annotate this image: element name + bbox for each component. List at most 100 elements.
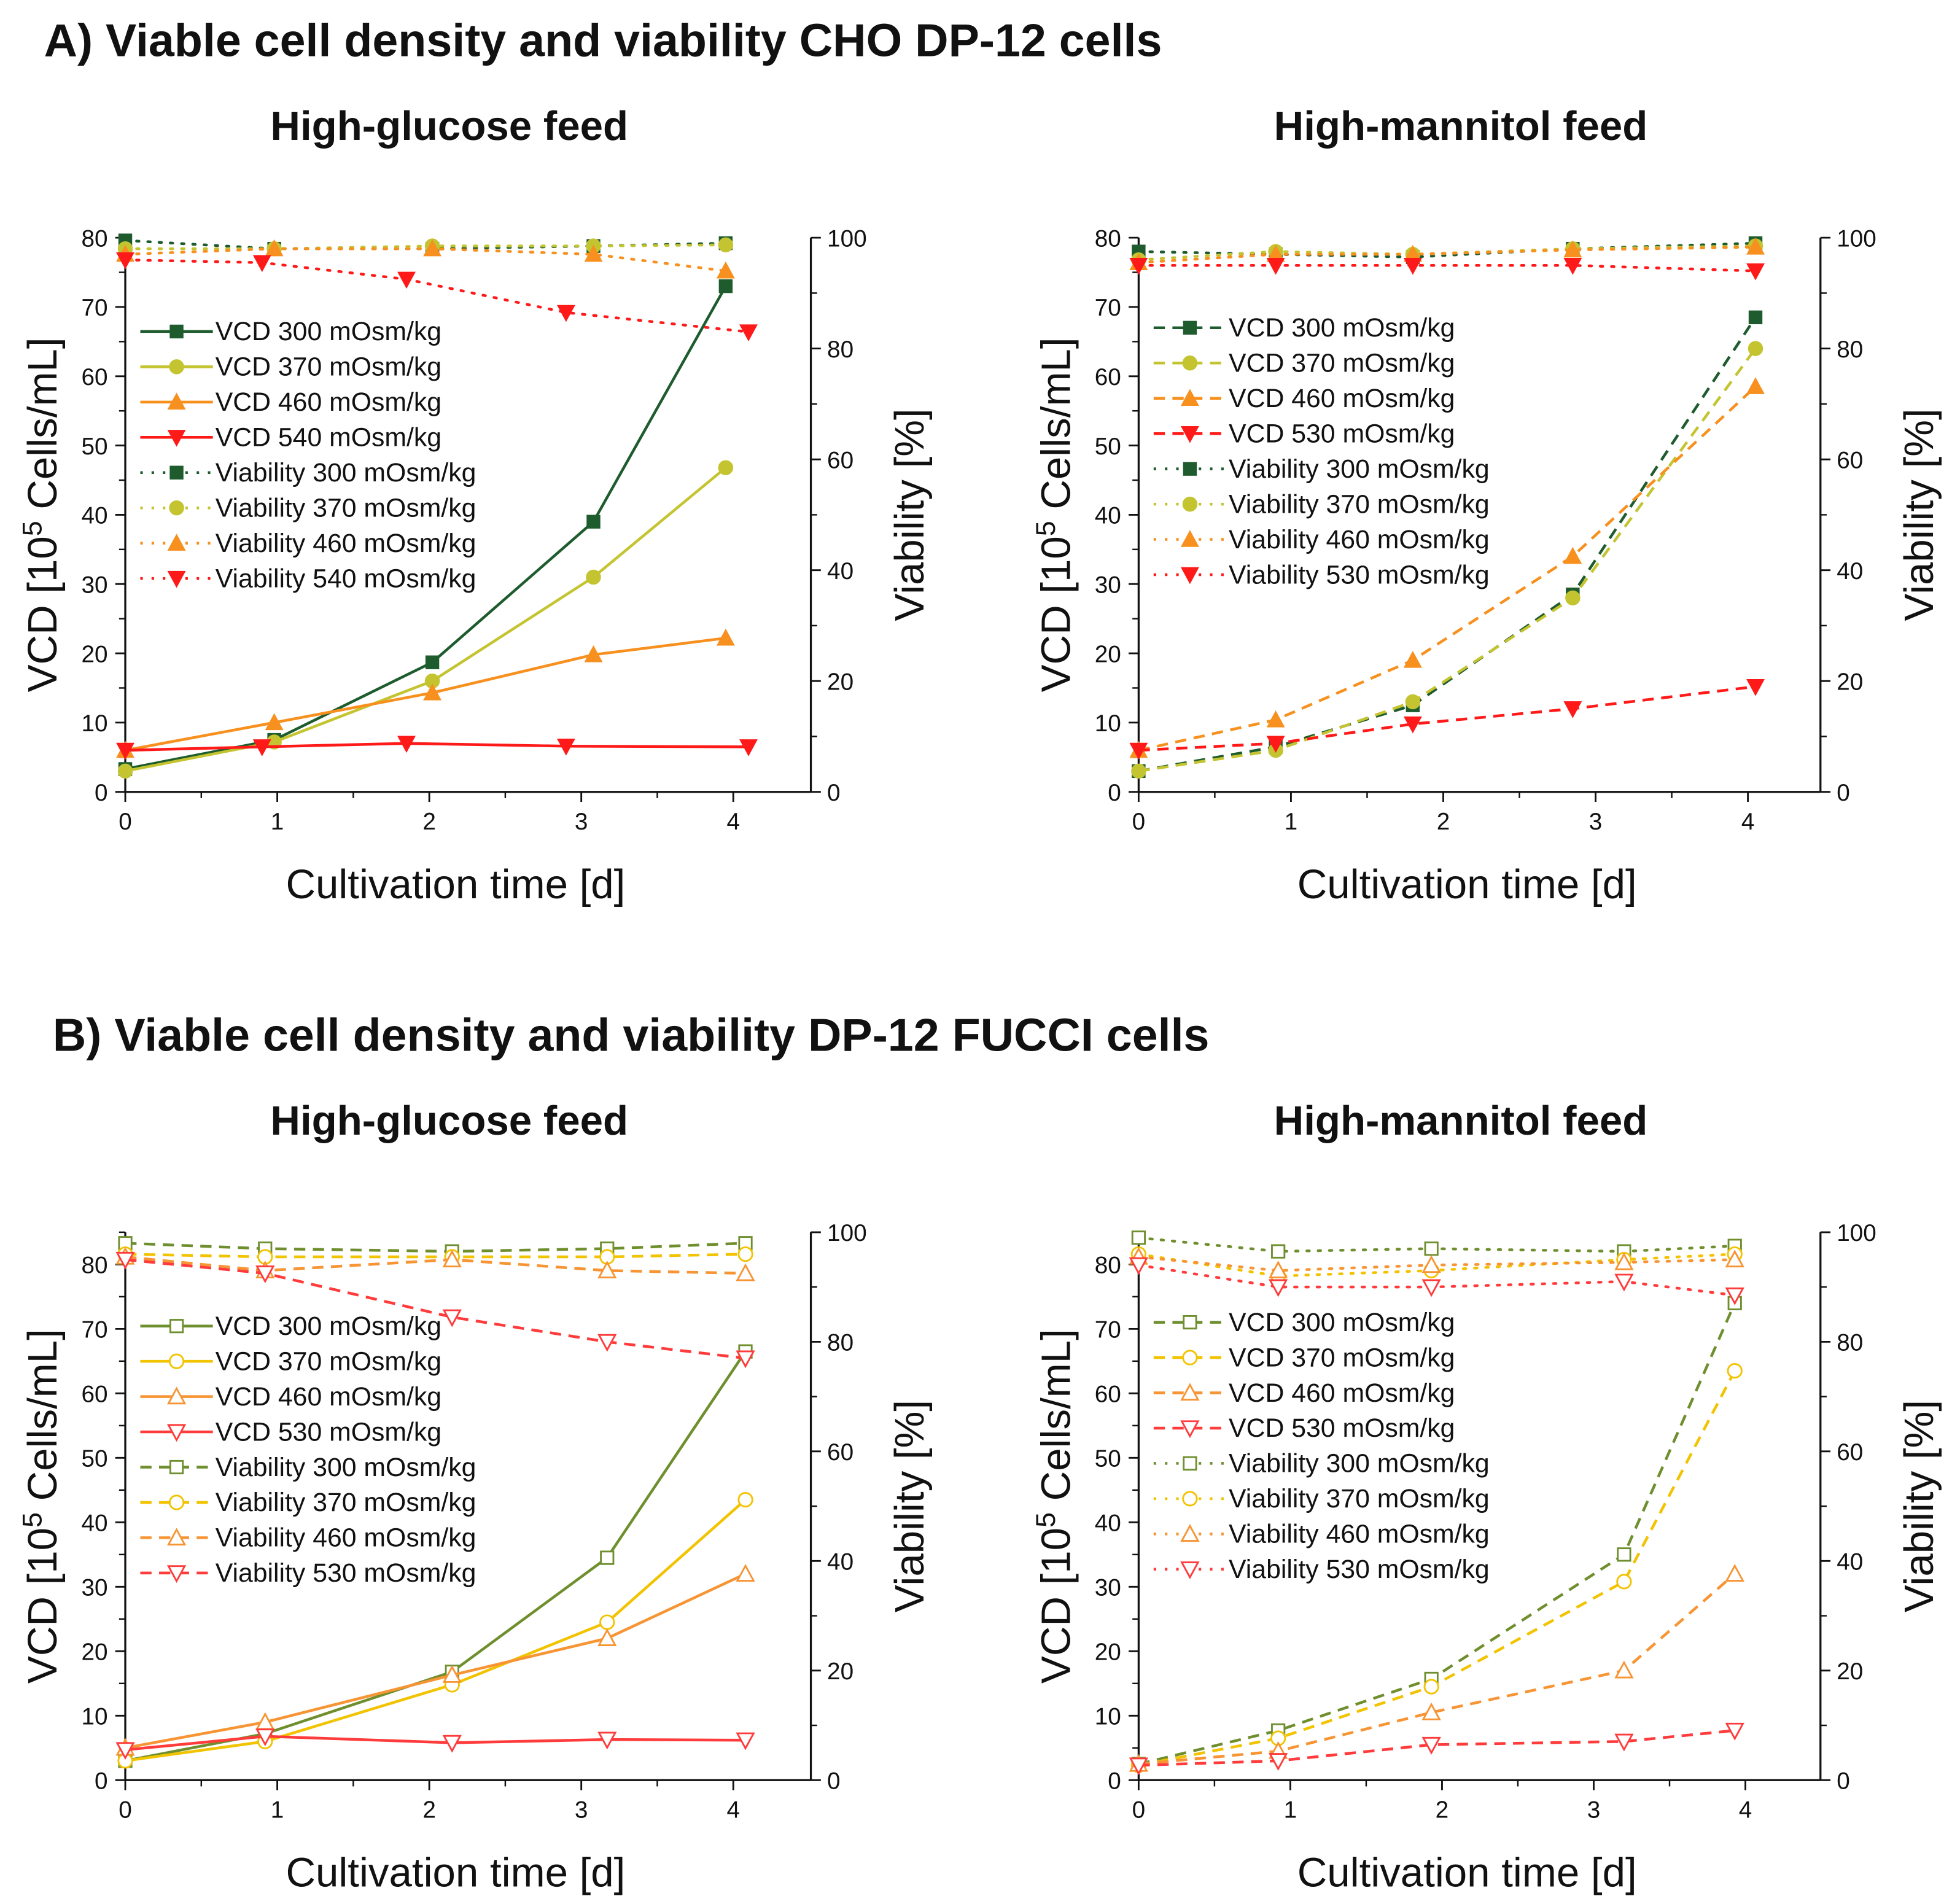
data-point: [1129, 258, 1148, 275]
legend-label: Viability 370 mOsm/kg: [216, 493, 476, 523]
data-point: [423, 683, 442, 701]
x-tick-label: 1: [1284, 1797, 1297, 1823]
legend-label: Viability 300 mOsm/kg: [1229, 1449, 1490, 1479]
series-viability-370-mosm-kg: [1131, 238, 1763, 268]
y-tick-label: 80: [81, 1253, 107, 1279]
data-point: [1563, 258, 1582, 275]
legend-label: Viability 300 mOsm/kg: [1229, 454, 1490, 484]
y2-tick-label: 40: [827, 558, 854, 585]
data-point: [1565, 590, 1581, 606]
legend-marker: [167, 430, 186, 447]
legend-marker: [169, 359, 184, 375]
legend-entry: Viability 370 mOsm/kg: [1153, 489, 1490, 519]
series-viability-300-mosm-kg: [1132, 236, 1763, 264]
series-vcd-530-mosm-kg: [115, 1728, 755, 1760]
legend-marker: [167, 392, 186, 410]
y-tick-label: 20: [1095, 1639, 1121, 1666]
legend-label: VCD 530 mOsm/kg: [216, 1417, 441, 1447]
legend-entry: VCD 300 mOsm/kg: [140, 1311, 441, 1341]
data-point: [115, 1251, 135, 1270]
x-tick-label: 2: [422, 809, 436, 835]
series-line: [1137, 246, 1757, 264]
x-tick-label: 2: [422, 1797, 436, 1823]
y-tick-label: 30: [81, 572, 107, 598]
y-tick-label: 40: [81, 503, 107, 529]
y-tick-label: 70: [81, 1317, 107, 1343]
data-point: [736, 1263, 755, 1281]
x-axis-label: Cultivation time [d]: [1297, 1849, 1637, 1895]
legend-label: VCD 370 mOsm/kg: [216, 1346, 441, 1376]
data-point: [739, 324, 758, 341]
chart-title: High-glucose feed: [270, 1098, 628, 1144]
legend-marker: [1183, 1456, 1197, 1471]
data-point: [117, 763, 133, 779]
y-tick-label: 20: [1095, 641, 1121, 667]
series-line: [125, 637, 726, 752]
chart-title: High-mannitol feed: [1274, 1098, 1648, 1144]
data-point: [1129, 742, 1148, 760]
data-point: [265, 239, 284, 257]
data-point: [584, 645, 603, 663]
series-line: [1137, 264, 1757, 273]
section-a-title: A) Viable cell density and viability CHO…: [44, 15, 1162, 66]
chart-title: High-mannitol feed: [1274, 103, 1648, 149]
y2-tick-label: 100: [827, 225, 867, 252]
y2-tick-label: 40: [1837, 558, 1863, 585]
legend-label: VCD 460 mOsm/kg: [1229, 1378, 1455, 1408]
data-point: [718, 237, 734, 253]
series-viability-540-mosm-kg: [116, 252, 758, 341]
x-tick-label: 4: [726, 809, 740, 835]
legend-entry: Viability 460 mOsm/kg: [140, 1523, 476, 1553]
y-tick-label: 50: [1095, 433, 1121, 460]
legend-marker: [169, 500, 184, 516]
y-tick-label: 10: [1095, 710, 1121, 737]
data-point: [597, 1731, 617, 1750]
data-point: [1421, 1279, 1441, 1297]
y-tick-label: 10: [1095, 1704, 1121, 1730]
data-point: [1616, 1574, 1632, 1590]
legend-label: Viability 460 mOsm/kg: [216, 529, 476, 558]
data-point: [718, 279, 733, 293]
legend-label: Viability 300 mOsm/kg: [216, 458, 476, 488]
y-tick-label: 60: [1095, 364, 1121, 391]
legend-entry: VCD 370 mOsm/kg: [1153, 1343, 1455, 1372]
y-tick-label: 50: [81, 433, 107, 460]
data-point: [737, 1246, 753, 1262]
legend-label: Viability 370 mOsm/kg: [1229, 1484, 1490, 1513]
data-point: [442, 1735, 462, 1753]
data-point: [586, 515, 601, 529]
y2-axis-label: Viability [%]: [887, 1400, 933, 1612]
legend-entry: VCD 300 mOsm/kg: [1153, 1308, 1455, 1337]
data-point: [1748, 310, 1763, 325]
data-point: [556, 305, 575, 322]
data-point: [1727, 1362, 1743, 1379]
legend-entry: VCD 530 mOsm/kg: [140, 1417, 441, 1447]
series-vcd-530-mosm-kg: [1129, 1722, 1744, 1776]
legend-label: Viability 300 mOsm/kg: [216, 1453, 476, 1482]
legend-label: VCD 300 mOsm/kg: [1229, 313, 1455, 343]
y-tick-label: 30: [1095, 572, 1121, 598]
data-point: [423, 239, 442, 257]
data-point: [1131, 763, 1146, 779]
legend-entry: VCD 530 mOsm/kg: [1153, 1413, 1455, 1443]
data-point: [1129, 1757, 1149, 1776]
data-point: [1424, 1241, 1439, 1256]
x-tick-label: 3: [575, 809, 588, 835]
legend-label: VCD 300 mOsm/kg: [1229, 1308, 1455, 1337]
legend-marker: [1182, 496, 1198, 512]
legend-entry: VCD 530 mOsm/kg: [1153, 419, 1455, 448]
legend-marker: [1180, 1420, 1200, 1439]
y2-tick-label: 80: [1837, 336, 1863, 363]
series-line: [125, 1241, 746, 1253]
y-tick-label: 80: [81, 225, 107, 252]
data-point: [1725, 1564, 1744, 1582]
legend-entry: Viability 300 mOsm/kg: [140, 1453, 476, 1482]
data-point: [1403, 716, 1422, 734]
series-line: [1138, 685, 1756, 752]
x-tick-label: 3: [1587, 1797, 1601, 1823]
y-tick-label: 10: [81, 1704, 107, 1730]
data-point: [255, 1728, 275, 1747]
y2-tick-label: 80: [1837, 1330, 1863, 1356]
